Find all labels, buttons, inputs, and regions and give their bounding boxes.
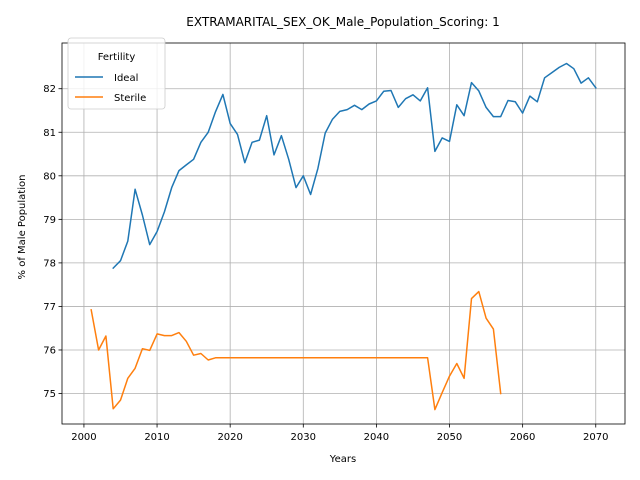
legend-label-sterile: Sterile [114, 93, 146, 104]
legend: Fertility Ideal Sterile [67, 37, 166, 110]
y-axis-label: % of Male Population [17, 175, 28, 280]
y-tick-label: 82 [43, 84, 56, 95]
y-tick-label: 81 [43, 128, 56, 139]
plot-frame [61, 42, 626, 425]
y-tick-label: 80 [43, 171, 56, 182]
x-tick-label: 2040 [364, 432, 389, 443]
y-axis-ticks: 75 76 77 78 79 80 81 82 [43, 84, 62, 400]
y-tick-label: 77 [43, 302, 56, 313]
x-tick-label: 2060 [510, 432, 535, 443]
grid-lines [62, 43, 625, 424]
legend-title: Fertility [98, 52, 136, 63]
x-tick-label: 2070 [583, 432, 608, 443]
legend-box [67, 37, 166, 110]
series-lines [90, 62, 597, 411]
y-tick-label: 75 [43, 389, 56, 400]
y-tick-label: 79 [43, 215, 56, 226]
series-line-ideal [112, 62, 597, 270]
x-axis-ticks: 2000 2010 2020 2030 2040 2050 2060 2070 [71, 424, 608, 443]
series-line-sterile [90, 290, 502, 411]
x-tick-label: 2020 [217, 432, 242, 443]
chart-title: EXTRAMARITAL_SEX_OK_Male_Population_Scor… [186, 15, 499, 29]
y-tick-label: 78 [43, 258, 56, 269]
x-tick-label: 2030 [291, 432, 316, 443]
x-tick-label: 2000 [71, 432, 96, 443]
y-tick-label: 76 [43, 345, 56, 356]
x-tick-label: 2010 [144, 432, 169, 443]
legend-label-ideal: Ideal [114, 73, 138, 84]
x-tick-label: 2050 [437, 432, 462, 443]
x-axis-label: Years [329, 454, 356, 465]
